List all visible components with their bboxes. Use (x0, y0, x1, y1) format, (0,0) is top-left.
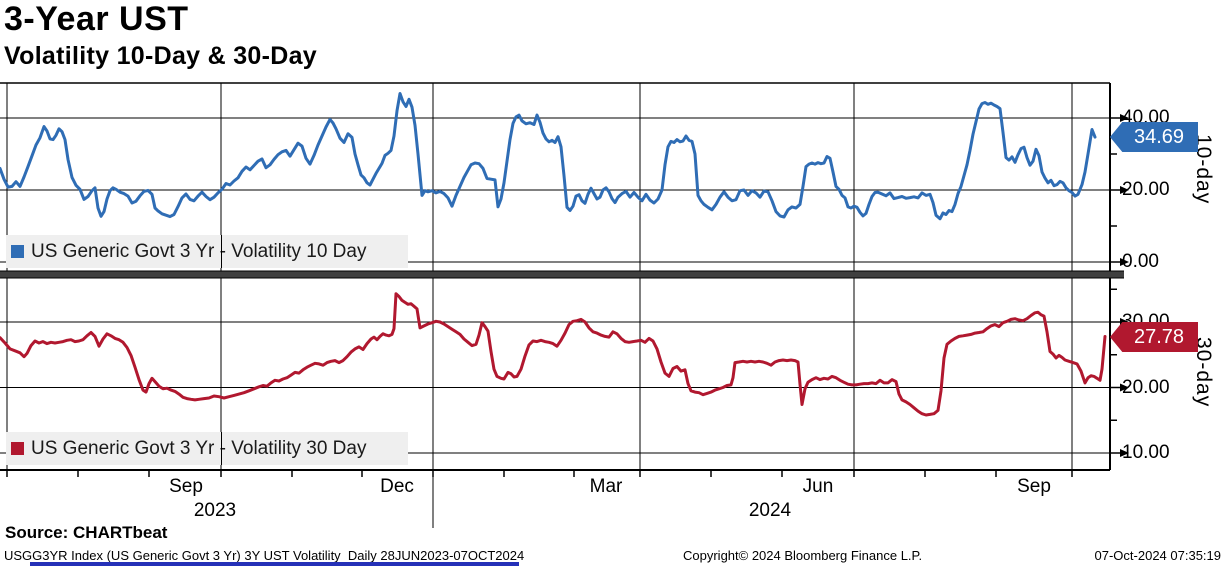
last-value-badge-30-day: 27.78 (1110, 322, 1198, 352)
gridline-over-legend (221, 432, 222, 465)
ytick-bottom-20: 20.00 (1122, 377, 1170, 398)
xtick-year-2024: 2024 (748, 500, 792, 521)
gridline-over-legend (221, 235, 222, 268)
axis-title-30-day: 30-day (1192, 337, 1215, 408)
legend-swatch-red-icon (11, 442, 24, 455)
legend-label: US Generic Govt 3 Yr - Volatility 30 Day (31, 437, 367, 459)
bottom-taskbar-strip (30, 562, 519, 566)
footer-timestamp: 07-Oct-2024 07:35:19 (1094, 548, 1221, 563)
xtick-sep-2024: Sep (1017, 476, 1051, 497)
footer-copyright: Copyright© 2024 Bloomberg Finance L.P. (683, 548, 923, 563)
source-label: Source: CHARTbeat (5, 523, 168, 542)
page-subtitle: Volatility 10-Day & 30-Day (4, 42, 318, 70)
last-value-badge-10-day: 34.69 (1110, 122, 1198, 152)
xtick-dec-2023: Dec (380, 476, 414, 497)
page-title: 3-Year UST (4, 0, 189, 38)
legend-label: US Generic Govt 3 Yr - Volatility 10 Day (31, 240, 367, 262)
xtick-jun-2024: Jun (802, 476, 834, 497)
legend-swatch-blue-icon (11, 245, 24, 258)
footer-description: USGG3YR Index (US Generic Govt 3 Yr) 3Y … (4, 548, 525, 563)
legend-volatility-10-day: US Generic Govt 3 Yr - Volatility 10 Day (6, 235, 408, 268)
xtick-year-2023: 2023 (193, 500, 237, 521)
ytick-top-0: 0.00 (1122, 251, 1159, 272)
ytick-top-20: 20.00 (1122, 179, 1170, 200)
xtick-sep-2023: Sep (169, 476, 203, 497)
legend-volatility-30-day: US Generic Govt 3 Yr - Volatility 30 Day (6, 432, 408, 465)
xtick-mar-2024: Mar (589, 476, 623, 497)
ytick-bottom-10: 10.00 (1122, 442, 1170, 463)
